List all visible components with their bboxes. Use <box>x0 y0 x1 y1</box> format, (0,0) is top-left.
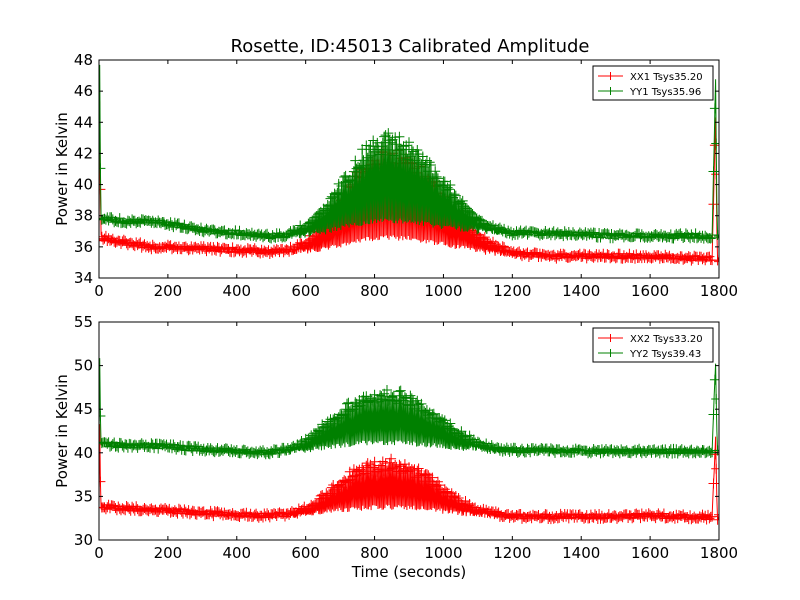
y-tick-label: 55 <box>74 313 93 331</box>
x-tick-label: 1400 <box>562 282 600 300</box>
axes-frame <box>98 321 720 541</box>
y-tick-label: 36 <box>74 238 93 256</box>
x-tick-label: 1000 <box>424 282 462 300</box>
y-tick-label: 38 <box>74 207 93 225</box>
x-tick-label: 1200 <box>493 282 531 300</box>
legend-box <box>592 327 714 363</box>
y-axis-label: Power in Kelvin <box>53 374 71 488</box>
x-tick-label: 0 <box>94 544 104 562</box>
y-tick-label: 44 <box>74 113 93 131</box>
legend: XX2 Tsys33.20 YY2 Tsys39.43 <box>592 327 714 363</box>
legend-box <box>592 65 714 101</box>
x-tick-label: 400 <box>222 544 251 562</box>
y-tick-label: 34 <box>74 269 93 287</box>
y-axis-label: Power in Kelvin <box>53 112 71 226</box>
legend-swatch-marker <box>606 87 615 95</box>
x-tick-label: 600 <box>291 282 320 300</box>
y-tick-label: 42 <box>74 144 93 162</box>
x-tick-label: 800 <box>360 544 389 562</box>
x-tick-label: 800 <box>360 282 389 300</box>
axes-frame <box>98 59 720 279</box>
y-tick-label: 40 <box>74 176 93 194</box>
legend-label: XX1 Tsys35.20 <box>630 72 703 83</box>
x-tick-label: 1600 <box>631 544 669 562</box>
x-tick-label: 400 <box>222 282 251 300</box>
top-plot-panel: 0 200 400 600 800 1000 1200 1400 1600 1800 34 36 38 4… <box>53 51 738 300</box>
legend-label: YY1 Tsys35.96 <box>629 87 701 98</box>
legend-label: YY2 Tsys39.43 <box>629 349 701 360</box>
y-tick-label: 46 <box>74 82 93 100</box>
x-tick-label: 1800 <box>700 282 738 300</box>
y-tick-label: 50 <box>74 357 93 375</box>
x-axis-label: Time (seconds) <box>351 563 467 581</box>
x-tick-label: 1400 <box>562 544 600 562</box>
y-tick-label: 40 <box>74 444 93 462</box>
legend-label: XX2 Tsys33.20 <box>630 334 703 345</box>
x-tick-label: 600 <box>291 544 320 562</box>
x-tick-label: 1800 <box>700 544 738 562</box>
x-tick-label: 1600 <box>631 282 669 300</box>
x-tick-label: 200 <box>154 544 183 562</box>
legend-swatch-marker <box>606 72 615 80</box>
legend-swatch-marker <box>606 334 615 342</box>
y-tick-label: 30 <box>74 531 93 549</box>
chart-title: Rosette, ID:45013 Calibrated Amplitude <box>231 36 590 57</box>
y-tick-label: 35 <box>74 487 93 505</box>
x-tick-label: 200 <box>154 282 183 300</box>
bottom-plot-panel: 0 200 400 600 800 1000 1200 1400 1600 1800 30 35 40 4… <box>53 313 738 581</box>
legend-swatch-marker <box>606 349 615 357</box>
series-1 <box>99 424 719 525</box>
x-tick-label: 0 <box>94 282 104 300</box>
series-2 <box>99 64 719 244</box>
series-markers <box>99 103 719 244</box>
series-2 <box>99 358 719 460</box>
x-tick-label: 1000 <box>424 544 462 562</box>
y-tick-label: 45 <box>74 400 93 418</box>
x-tick-label: 1200 <box>493 544 531 562</box>
plot-data-area <box>99 64 719 267</box>
plot-data-area <box>99 358 719 525</box>
y-tick-label: 48 <box>74 51 93 69</box>
legend: XX1 Tsys35.20 YY1 Tsys35.96 <box>592 65 714 101</box>
series-markers <box>99 449 719 525</box>
series-markers <box>99 374 719 460</box>
